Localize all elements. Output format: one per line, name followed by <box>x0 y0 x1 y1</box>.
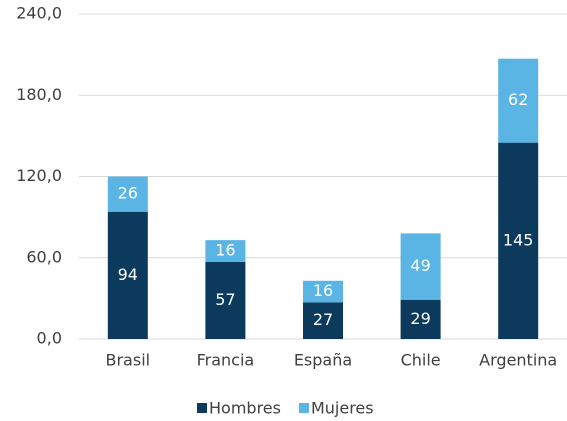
y-tick-label: 60,0 <box>26 247 62 266</box>
x-tick-label: Argentina <box>479 351 557 370</box>
x-tick-label: Chile <box>401 351 441 370</box>
bar-segment <box>400 299 441 339</box>
bar-segment <box>303 302 343 339</box>
y-tick-label: 240,0 <box>16 4 62 23</box>
legend-label: Hombres <box>209 399 281 418</box>
data-label: 94 <box>118 265 138 284</box>
data-label: 29 <box>410 309 430 328</box>
bar-segment <box>400 233 441 300</box>
bar-segment <box>205 261 246 339</box>
bar-segment <box>107 176 148 212</box>
data-label: 145 <box>503 230 534 249</box>
data-label: 26 <box>118 184 138 203</box>
bar-segment <box>303 280 343 303</box>
y-tick-label: 0,0 <box>37 329 62 348</box>
data-label: 62 <box>508 90 528 109</box>
x-tick-label: España <box>294 351 352 370</box>
data-label: 49 <box>410 256 430 275</box>
legend-label: Mujeres <box>311 399 374 418</box>
bar-segment <box>498 142 539 339</box>
data-label: 57 <box>215 290 235 309</box>
legend-swatch <box>197 403 207 413</box>
x-tick-label: Francia <box>197 351 255 370</box>
bar-segment <box>498 58 539 143</box>
data-label: 16 <box>215 240 235 259</box>
x-tick-label: Brasil <box>106 351 151 370</box>
bar-segment <box>205 240 246 262</box>
data-label: 27 <box>313 310 333 329</box>
bar-segment <box>107 211 148 339</box>
legend-swatch <box>298 403 309 413</box>
y-tick-label: 120,0 <box>16 166 62 185</box>
y-tick-label: 180,0 <box>16 85 62 104</box>
data-label: 16 <box>313 281 333 300</box>
